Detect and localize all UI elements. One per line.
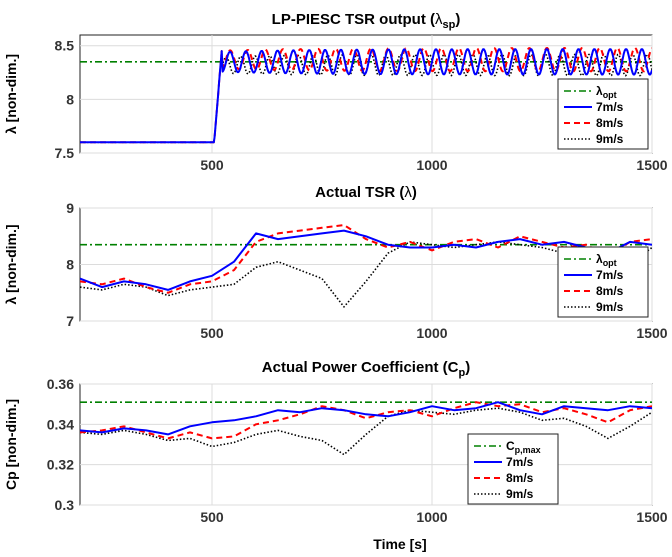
legend-label-opt: λopt xyxy=(596,84,617,100)
legend-box xyxy=(467,433,559,505)
y-tick-label: 0.3 xyxy=(55,497,75,513)
x-tick-label: 500 xyxy=(200,509,224,525)
y-tick-label: 8 xyxy=(66,257,74,273)
legend-label-s7: 7m/s xyxy=(596,268,624,282)
legend-label-s9: 9m/s xyxy=(596,132,624,146)
x-tick-label: 1500 xyxy=(636,509,667,525)
y-tick-label: 7 xyxy=(66,313,74,329)
legend-label-s9: 9m/s xyxy=(596,300,624,314)
x-tick-label: 1000 xyxy=(416,325,447,341)
y-tick-label: 0.32 xyxy=(47,457,74,473)
legend-label-s8: 8m/s xyxy=(596,116,624,130)
legend-label-s8: 8m/s xyxy=(596,284,624,298)
x-tick-label: 1000 xyxy=(416,157,447,173)
plot-area xyxy=(79,34,653,154)
legend-label-opt: Cp,max xyxy=(506,439,541,455)
legend-label-s9: 9m/s xyxy=(506,487,534,501)
legend-label-s7: 7m/s xyxy=(506,455,534,469)
y-tick-label: 0.34 xyxy=(47,416,74,432)
series-line-7m-per-s xyxy=(80,401,652,436)
series-line-7m-per-s xyxy=(80,229,652,291)
series-line-8m-per-s xyxy=(80,224,652,294)
y-tick-label: 8 xyxy=(66,91,74,107)
chart-panel-2: 500 1000 1500 7 8 9 Actual TSR (λ) λ [non-dim.]… xyxy=(3,184,668,341)
y-tick-label: 0.36 xyxy=(47,376,74,392)
chart-title: LP-PIESC TSR output (λsp) xyxy=(272,11,461,31)
legend-label-s7: 7m/s xyxy=(596,100,624,114)
legend-label-s8: 8m/s xyxy=(506,471,534,485)
y-axis-label: λ [non-dim.] xyxy=(3,54,19,134)
chart-title: Actual Power Coefficient (Cp) xyxy=(262,359,470,379)
y-tick-label: 7.5 xyxy=(55,145,75,161)
legend-box xyxy=(557,78,649,150)
legend-box xyxy=(557,246,649,318)
x-axis-label: Time [s] xyxy=(373,536,426,552)
x-tick-label: 500 xyxy=(200,325,224,341)
x-tick-label: 500 xyxy=(200,157,224,173)
y-axis-label: Cp [non-dim.] xyxy=(3,399,19,490)
y-axis-label: λ [non-dim.] xyxy=(3,224,19,304)
x-tick-label: 1500 xyxy=(636,157,667,173)
series-line-9m-per-s xyxy=(80,407,652,456)
chart-title: Actual TSR (λ) xyxy=(315,184,417,201)
series-line-9m-per-s xyxy=(80,241,652,308)
x-tick-label: 1000 xyxy=(416,509,447,525)
y-tick-label: 9 xyxy=(66,200,74,216)
chart-panel-3: 500 1000 1500 0.3 0.32 0.34 0.36 Actual Power C… xyxy=(3,359,668,525)
series-line-7m-per-s xyxy=(80,48,652,144)
x-tick-label: 1500 xyxy=(636,325,667,341)
chart-panel-1: 500 1000 1500 7.5 8 8.5 LP-PIESC TSR output (λ… xyxy=(3,11,668,173)
legend-label-opt: λopt xyxy=(596,252,617,268)
y-tick-label: 8.5 xyxy=(55,38,75,54)
